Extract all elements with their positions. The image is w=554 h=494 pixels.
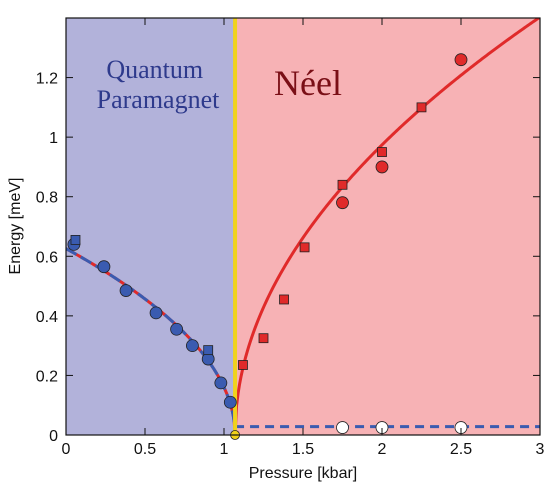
y-tick-label: 1.2 [36,71,58,88]
neel-label: Néel [274,63,342,103]
data-point-square [337,179,348,190]
data-point-circle [336,421,349,434]
fit-curve-neel [233,18,540,435]
x-tick-label: 2 [378,441,387,458]
phase-region-1 [235,18,540,435]
x-tick-label: 3 [536,441,545,458]
y-tick-label: 0.6 [36,249,58,266]
data-point-square [377,147,387,157]
data-point-square [279,294,289,305]
y-tick-label: 0.8 [36,190,58,207]
y-tick-label: 0 [49,428,58,445]
y-tick-label: 0.2 [36,368,58,385]
x-tick-label: 1 [220,441,229,458]
y-tick-label: 0.4 [36,309,58,326]
data-point-square [203,345,214,356]
phase-region-0 [66,18,236,435]
data-point-circle [170,322,184,336]
data-point-square [299,242,310,253]
data-point-square [238,360,248,370]
x-tick-label: 0 [62,441,71,458]
data-point-square [258,333,269,344]
data-point-circle [119,284,133,297]
data-point-square [70,235,81,245]
quantum-paramagnet-label-line1: Quantum [106,55,203,84]
data-point-circle [454,53,468,67]
quantum-paramagnet-label-line2: Paramagnet [97,85,221,114]
x-tick-label: 2.5 [450,441,472,458]
data-point-circle [336,196,349,210]
y-axis-label: Energy [meV] [7,178,24,275]
quantum-paramagnet-label: Quantum Paramagnet [97,55,221,114]
data-point-circle [149,306,163,320]
axis-ticks: 0 0.5 1 1.5 2 2.5 3 0 0.2 0.4 0.6 0.8 1 1.2 [36,18,545,458]
x-tick-label: 0.5 [134,441,156,458]
data-point-circle [375,160,389,174]
data-point-circle [223,395,237,409]
y-tick-label: 1 [49,130,58,147]
x-tick-label: 1.5 [292,441,314,458]
data-point-circle [185,339,199,353]
data-point-square [416,102,427,113]
data-point-circle [214,376,228,390]
data-point-circle [97,260,111,274]
x-axis-label: Pressure [kbar] [249,465,357,482]
data-points [67,53,468,440]
phase-regions [66,18,540,435]
